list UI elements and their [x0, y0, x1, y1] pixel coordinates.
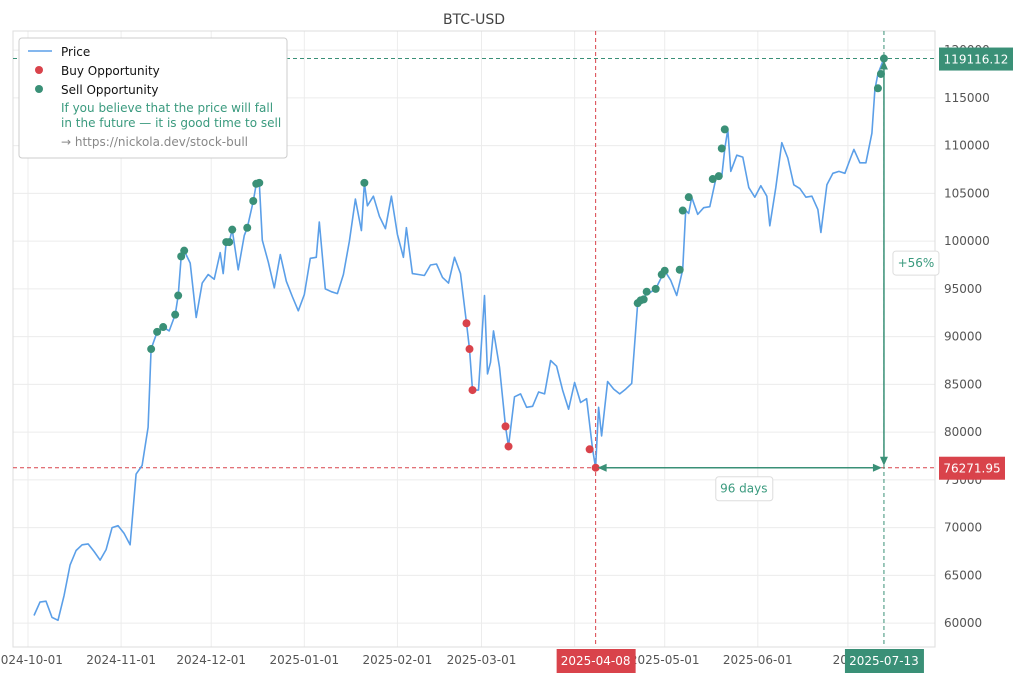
- chart-title: BTC-USD: [443, 12, 505, 28]
- sell-price-tag: [939, 47, 1013, 71]
- sell-price-tag-label: 119116.12: [944, 53, 1009, 67]
- buy-price-tag-label: 76271.95: [943, 462, 1000, 476]
- sell-marker: [249, 196, 258, 205]
- legend-note-line-1: If you believe that the price will fall: [61, 101, 273, 115]
- x-axis-ticks: 2024-10-01 2024-11-01 2024-12-01 2025-01-01…: [0, 653, 863, 667]
- sell-marker: [171, 310, 180, 319]
- buy-date-tag-label: 2025-04-08: [561, 654, 631, 668]
- duration-arrow-left-head: [597, 463, 607, 472]
- legend-buy-swatch: [35, 66, 43, 74]
- x-tick-label: 2025-02-01: [363, 653, 433, 667]
- sell-marker: [255, 178, 264, 187]
- signal-markers: [147, 54, 888, 472]
- duration-arrow-right-head: [872, 463, 882, 472]
- gain-arrow-bottom-head: [879, 456, 888, 466]
- sell-marker: [708, 175, 717, 184]
- buy-price-tag: [939, 456, 1005, 480]
- x-tick-label: 2025-01-01: [269, 653, 339, 667]
- legend-price-label: Price: [61, 45, 90, 59]
- sell-marker: [174, 291, 183, 300]
- buy-marker: [591, 463, 600, 472]
- sell-marker: [159, 323, 168, 332]
- legend-sell-swatch: [35, 85, 43, 93]
- sell-marker: [642, 287, 651, 296]
- gain-label: +56%: [898, 256, 935, 270]
- gain-label-box: [892, 250, 940, 276]
- duration-label-box: [715, 476, 774, 502]
- sell-marker: [876, 69, 885, 78]
- y-tick-label: 95000: [944, 282, 982, 296]
- y-tick-label: 90000: [944, 330, 982, 344]
- gain-arrow-top-head: [879, 60, 888, 70]
- y-tick-label: 80000: [944, 425, 982, 439]
- buy-marker: [462, 319, 471, 328]
- sell-marker: [225, 238, 234, 247]
- buy-marker: [465, 345, 474, 354]
- legend-buy-label: Buy Opportunity: [61, 64, 160, 78]
- legend-note-line-2: in the future — it is good time to sell: [61, 116, 281, 130]
- sell-marker: [873, 84, 882, 93]
- y-tick-label: 100000: [944, 234, 990, 248]
- sell-marker: [717, 144, 726, 153]
- sell-marker: [153, 327, 162, 336]
- y-tick-label: 105000: [944, 186, 990, 200]
- buy-marker: [501, 422, 510, 431]
- plot-frame: [12, 30, 936, 648]
- sell-marker: [675, 265, 684, 274]
- duration-label: 96 days: [720, 482, 767, 496]
- legend: Price Buy Opportunity Sell Opportunity I…: [18, 37, 288, 159]
- legend-sell-label: Sell Opportunity: [61, 83, 159, 97]
- sell-marker: [228, 225, 237, 234]
- y-tick-label: 115000: [944, 91, 990, 105]
- sell-marker: [720, 125, 729, 134]
- buy-date-tag: [556, 649, 636, 673]
- buy-marker: [468, 386, 477, 395]
- x-tick-label: 2025-06-01: [723, 653, 793, 667]
- y-tick-label: 60000: [944, 616, 982, 630]
- grid-lines: [13, 31, 935, 647]
- x-tick-label: 2024-10-01: [0, 653, 63, 667]
- y-tick-label: 65000: [944, 568, 982, 582]
- sell-date-tag-label: 2025-07-13: [849, 654, 919, 668]
- sell-marker: [180, 246, 189, 255]
- x-tick-label: 2024-12-01: [176, 653, 246, 667]
- sell-marker: [639, 295, 648, 304]
- y-tick-label: 110000: [944, 139, 990, 153]
- sell-marker: [660, 266, 669, 275]
- sell-marker: [678, 206, 687, 215]
- y-tick-label: 85000: [944, 377, 982, 391]
- sell-date-tag: [844, 649, 924, 673]
- legend-box: [18, 37, 288, 159]
- sell-marker: [879, 54, 888, 63]
- x-tick-label: 2024-11-01: [86, 653, 156, 667]
- sell-marker: [651, 284, 660, 293]
- sell-marker: [360, 178, 369, 187]
- sell-marker: [714, 172, 723, 181]
- sell-marker: [147, 345, 156, 354]
- buy-marker: [504, 442, 513, 451]
- x-tick-label: 2025-05-01: [630, 653, 700, 667]
- sell-marker: [684, 193, 693, 202]
- sell-marker: [243, 223, 252, 232]
- buy-marker: [585, 445, 594, 454]
- y-tick-label: 70000: [944, 521, 982, 535]
- y-axis-ticks: 6000065000700007500080000850009000095000…: [944, 43, 990, 630]
- legend-link: → https://nickola.dev/stock-bull: [61, 135, 248, 149]
- x-tick-label: 2025-03-01: [447, 653, 517, 667]
